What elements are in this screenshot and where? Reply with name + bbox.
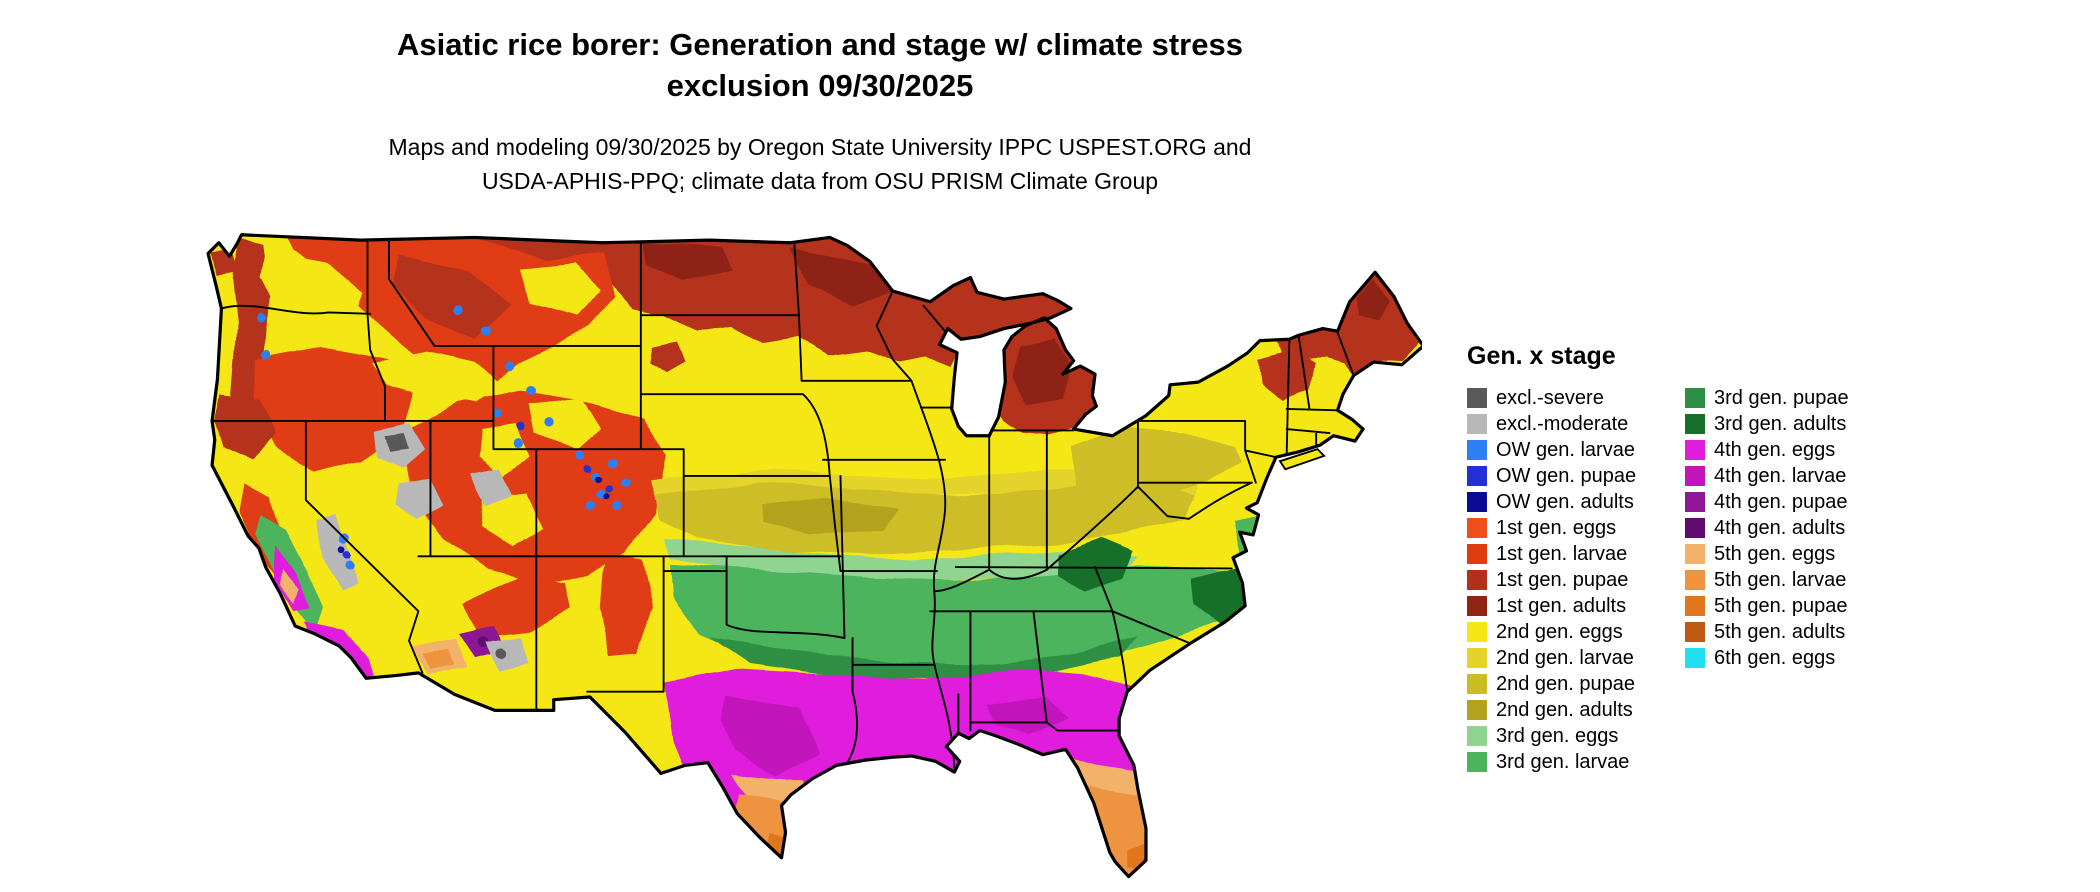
legend-swatch-g3-pupae <box>1685 388 1705 408</box>
map-title-line1: Asiatic rice borer: Generation and stage… <box>397 27 1243 62</box>
map-header: Asiatic rice borer: Generation and stage… <box>140 24 1500 198</box>
legend-item-label: 4th gen. pupae <box>1714 491 1848 513</box>
us-outline <box>206 233 1425 879</box>
map-title-line2: exclusion 09/30/2025 <box>666 68 974 103</box>
legend-swatch-g5-larvae <box>1685 570 1705 590</box>
legend-item: 5th gen. pupae <box>1685 593 1849 619</box>
legend-swatch-g3-larvae <box>1467 752 1487 772</box>
legend-columns: excl.-severe excl.-moderate OW gen. larvae… <box>1467 385 1849 775</box>
legend-item-label: 4th gen. eggs <box>1714 439 1836 461</box>
legend-item: 5th gen. eggs <box>1685 541 1849 567</box>
legend-item: 2nd gen. adults <box>1467 697 1685 723</box>
legend-item: OW gen. adults <box>1467 489 1685 515</box>
legend-column-2: 3rd gen. pupae 3rd gen. adults 4th gen. eg… <box>1685 385 1849 775</box>
legend-swatch-ow-adults <box>1467 492 1487 512</box>
legend-swatch-g3-eggs <box>1467 726 1487 746</box>
legend-swatch-g1-eggs <box>1467 518 1487 538</box>
legend-swatch-ow-pupae <box>1467 466 1487 486</box>
long-island <box>1278 448 1326 471</box>
legend-column-1: excl.-severe excl.-moderate OW gen. larvae… <box>1467 385 1685 775</box>
legend-item-label: 3rd gen. pupae <box>1714 387 1849 409</box>
map-subtitle: Maps and modeling 09/30/2025 by Oregon S… <box>140 130 1500 198</box>
legend-item-label: 6th gen. eggs <box>1714 647 1836 669</box>
legend-swatch-g2-eggs <box>1467 622 1487 642</box>
legend-item: 2nd gen. eggs <box>1467 619 1685 645</box>
legend-item-label: 5th gen. pupae <box>1714 595 1848 617</box>
legend-swatch-g1-larvae <box>1467 544 1487 564</box>
legend-swatch-g6-eggs <box>1685 648 1705 668</box>
legend-item-label: 1st gen. pupae <box>1496 569 1629 591</box>
legend-item-label: 1st gen. adults <box>1496 595 1627 617</box>
legend-item: OW gen. larvae <box>1467 437 1685 463</box>
legend-item-label: 2nd gen. eggs <box>1496 621 1623 643</box>
legend-item-label: 3rd gen. larvae <box>1496 751 1630 773</box>
legend-item: 1st gen. eggs <box>1467 515 1685 541</box>
legend-item-label: 5th gen. larvae <box>1714 569 1847 591</box>
legend-item-label: OW gen. larvae <box>1496 439 1635 461</box>
legend-item-label: 3rd gen. eggs <box>1496 725 1619 747</box>
legend-item-label: 3rd gen. adults <box>1714 413 1847 435</box>
legend-item: 3rd gen. pupae <box>1685 385 1849 411</box>
legend-item-label: 2nd gen. larvae <box>1496 647 1634 669</box>
legend-item-label: OW gen. pupae <box>1496 465 1637 487</box>
state-borders <box>211 234 1355 769</box>
legend-swatch-g1-pupae <box>1467 570 1487 590</box>
legend-swatch-g2-larvae <box>1467 648 1487 668</box>
legend-swatch-g4-adults <box>1685 518 1705 538</box>
legend-swatch-g4-pupae <box>1685 492 1705 512</box>
map-subtitle-line1: Maps and modeling 09/30/2025 by Oregon S… <box>388 134 1252 160</box>
legend-item: 4th gen. pupae <box>1685 489 1849 515</box>
legend-item: 3rd gen. larvae <box>1467 749 1685 775</box>
legend-swatch-g2-adults <box>1467 700 1487 720</box>
legend-item: 2nd gen. larvae <box>1467 645 1685 671</box>
legend-item: OW gen. pupae <box>1467 463 1685 489</box>
legend-swatch-ow-larvae <box>1467 440 1487 460</box>
legend-item: 4th gen. adults <box>1685 515 1849 541</box>
legend-swatch-g2-pupae <box>1467 674 1487 694</box>
legend-item: 5th gen. adults <box>1685 619 1849 645</box>
legend-item: 3rd gen. eggs <box>1467 723 1685 749</box>
us-map <box>200 232 1425 882</box>
legend-item-label: excl.-moderate <box>1496 413 1629 435</box>
legend-swatch-g5-pupae <box>1685 596 1705 616</box>
legend-swatch-g1-adults <box>1467 596 1487 616</box>
legend-swatch-excl-moderate <box>1467 414 1487 434</box>
legend-item: 2nd gen. pupae <box>1467 671 1685 697</box>
us-map-svg <box>206 233 1425 879</box>
legend-item-label: 4th gen. larvae <box>1714 465 1847 487</box>
legend-item-label: 2nd gen. pupae <box>1496 673 1636 695</box>
legend-swatch-excl-severe <box>1467 388 1487 408</box>
legend-item-label: 5th gen. eggs <box>1714 543 1836 565</box>
legend-swatch-g3-adults <box>1685 414 1705 434</box>
legend-item: 6th gen. eggs <box>1685 645 1849 671</box>
legend-item: 1st gen. adults <box>1467 593 1685 619</box>
legend-item: 5th gen. larvae <box>1685 567 1849 593</box>
legend-item-label: excl.-severe <box>1496 387 1604 409</box>
legend-item: 4th gen. larvae <box>1685 463 1849 489</box>
legend-item-label: 5th gen. adults <box>1714 621 1846 643</box>
legend-item-label: OW gen. adults <box>1496 491 1634 513</box>
legend-item: 1st gen. larvae <box>1467 541 1685 567</box>
legend-item-label: 2nd gen. adults <box>1496 699 1633 721</box>
map-subtitle-line2: USDA-APHIS-PPQ; climate data from OSU PR… <box>481 168 1159 194</box>
legend-item: 3rd gen. adults <box>1685 411 1849 437</box>
legend-item-label: 1st gen. eggs <box>1496 517 1617 539</box>
legend-item: 1st gen. pupae <box>1467 567 1685 593</box>
map-clipped-content <box>208 234 1424 877</box>
legend-swatch-g5-eggs <box>1685 544 1705 564</box>
legend-swatch-g4-eggs <box>1685 440 1705 460</box>
legend-title: Gen. x stage <box>1467 342 1616 370</box>
map-title: Asiatic rice borer: Generation and stage… <box>140 24 1500 106</box>
legend-item: 4th gen. eggs <box>1685 437 1849 463</box>
legend: Gen. x stage excl.-severe excl.-moderate O… <box>1467 342 1849 775</box>
legend-item-label: 1st gen. larvae <box>1496 543 1628 565</box>
legend-item-label: 4th gen. adults <box>1714 517 1846 539</box>
legend-swatch-g4-larvae <box>1685 466 1705 486</box>
legend-swatch-g5-adults <box>1685 622 1705 642</box>
legend-item: excl.-severe <box>1467 385 1685 411</box>
legend-item: excl.-moderate <box>1467 411 1685 437</box>
